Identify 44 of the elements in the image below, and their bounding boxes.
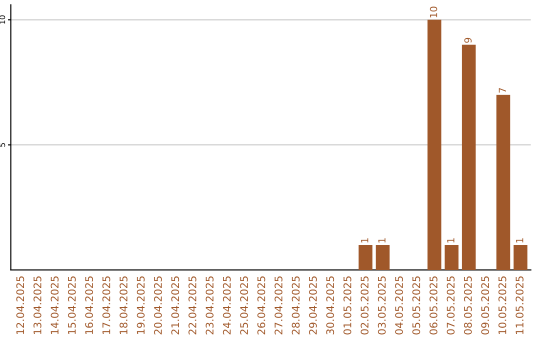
x-tick-label: 05.05.2025 [412, 276, 420, 334]
x-tick-label: 28.04.2025 [292, 276, 300, 334]
x-tick-label: 26.04.2025 [257, 276, 266, 334]
x-tick-label: 20.04.2025 [154, 276, 162, 334]
bar [496, 94, 510, 270]
x-tick-label: 04.05.2025 [395, 276, 403, 334]
x-tick-label: 30.04.2025 [326, 276, 334, 334]
x-tick-label: 09.05.2025 [481, 276, 490, 334]
data-label: 1 [361, 238, 368, 242]
x-tick-label: 25.04.2025 [240, 276, 248, 334]
x-tick-label: 16.04.2025 [85, 276, 94, 334]
bar [428, 20, 442, 270]
x-tick-label: 21.04.2025 [171, 276, 180, 334]
x-tick-label: 11.05.2025 [516, 276, 524, 334]
data-label: 1 [516, 238, 524, 242]
bar [444, 244, 458, 270]
x-tick-label: 29.04.2025 [309, 276, 317, 334]
x-tick-label: 24.04.2025 [222, 276, 231, 334]
x-tick-label: 03.05.2025 [378, 276, 386, 334]
x-tick-label: 19.04.2025 [136, 276, 145, 334]
bar [514, 244, 528, 270]
x-tick-label: 22.04.2025 [188, 276, 196, 334]
x-tick-label: 15.04.2025 [68, 276, 76, 334]
x-tick-label: 02.05.2025 [360, 276, 369, 334]
x-tick-label: 17.04.2025 [102, 276, 110, 334]
data-label: 10 [430, 6, 438, 18]
x-tick-label: 07.05.2025 [446, 276, 455, 334]
bar [358, 244, 372, 270]
x-tick-label: 10.05.2025 [498, 276, 506, 334]
bar [376, 244, 390, 270]
x-tick-label: 27.04.2025 [274, 276, 282, 334]
data-label: 1 [378, 238, 386, 242]
x-tick-label: 23.04.2025 [206, 276, 214, 334]
x-tick-label: 08.05.2025 [464, 276, 472, 334]
data-label: 9 [464, 38, 472, 43]
x-tick-label: 13.04.2025 [33, 276, 42, 334]
x-tick-label: 14.04.2025 [50, 276, 59, 334]
x-tick-label: 01.05.2025 [343, 276, 352, 334]
bar [462, 44, 476, 270]
data-label: 7 [498, 88, 506, 93]
x-tick-label: 06.05.2025 [430, 276, 438, 334]
data-label: 1 [447, 238, 454, 242]
x-tick-label: 18.04.2025 [120, 276, 128, 334]
x-tick-label: 12.04.2025 [16, 276, 24, 334]
